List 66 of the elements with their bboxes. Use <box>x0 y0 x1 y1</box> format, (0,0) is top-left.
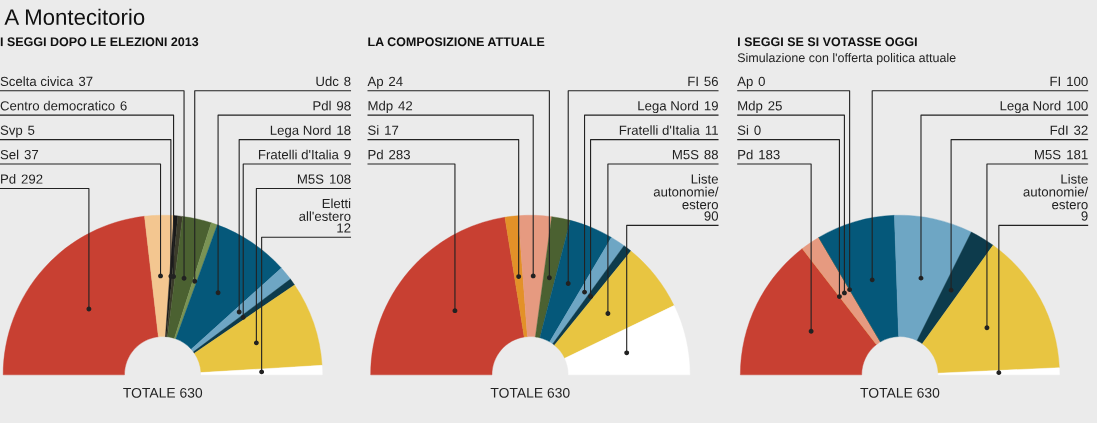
text: TOTALE 630 <box>490 387 570 398</box>
data-label: 25 <box>768 101 782 111</box>
data-label: 11 <box>705 125 718 135</box>
data-label: 42 <box>398 101 413 111</box>
data-label: 37 <box>78 76 93 87</box>
data-label: 9 <box>1081 211 1088 221</box>
slice-label: Si <box>368 125 379 135</box>
category-label: Ap <box>737 76 753 89</box>
text: TOTALE 630 <box>860 387 940 398</box>
text: A Montecitorio <box>4 8 145 25</box>
data-label: 56 <box>704 76 718 87</box>
data-label: 12 <box>337 223 351 233</box>
text: 0 <box>758 76 765 87</box>
slice-label: Pdl <box>313 100 331 111</box>
chart-subtitle: Simulazione con l'offerta politica attuale <box>737 52 956 65</box>
slice-label: Centro democratico <box>0 100 115 111</box>
data-label: 32 <box>1074 125 1088 135</box>
slice-label: Scelta civica <box>0 76 74 87</box>
slice-label: Lega Nord <box>1000 100 1061 114</box>
data-label: 181 <box>1067 149 1088 160</box>
data-label: 292 <box>21 174 43 184</box>
slice-label: FI <box>688 76 698 86</box>
slice-label: Ap <box>367 76 384 89</box>
data-label: 100 <box>1067 76 1088 87</box>
slice-label: Udc <box>316 76 339 87</box>
data-label: 17 <box>385 125 399 135</box>
slice-label: Eletti all'estero <box>299 198 351 221</box>
slice-label: Liste autonomie/ estero <box>1023 174 1089 210</box>
data-label: 183 <box>759 149 780 160</box>
slice-label: Pd <box>1 174 16 184</box>
slice-label: Svp <box>0 125 23 138</box>
slice-label: Lega Nord <box>270 125 331 138</box>
slice-label: Fratelli d'Italia <box>619 125 700 135</box>
slice-label: M5S <box>672 149 699 160</box>
slice-label: Lega Nord <box>638 100 699 114</box>
data-label: 37 <box>24 149 39 160</box>
slice-label: Mdp <box>368 100 393 114</box>
slice-label: FI <box>1050 76 1060 86</box>
slice-label: M5S <box>297 174 324 184</box>
text: 0 <box>754 125 761 135</box>
slice-label: Liste autonomie/ estero <box>653 174 719 210</box>
category-label: Si <box>737 125 749 135</box>
data-label: 8 <box>344 76 351 87</box>
data-label: 9 <box>344 149 351 160</box>
data-label: 18 <box>337 125 351 135</box>
slice-label: M5S <box>1035 149 1061 160</box>
slice-label: Pd <box>738 149 753 160</box>
text: TOTALE 630 <box>123 387 203 398</box>
chart-title: LA COMPOSIZIONE ATTUALE <box>368 37 545 47</box>
slice-label: Pd <box>368 149 383 160</box>
slice-label: Sel <box>0 149 19 160</box>
data-label: 90 <box>704 211 719 221</box>
data-label: 88 <box>704 149 718 160</box>
slice-label: FdI <box>1050 125 1068 135</box>
data-label: 6 <box>120 101 127 111</box>
slice-label: Fratelli d'Italia <box>258 149 339 160</box>
data-label: 98 <box>336 101 351 111</box>
data-label: 24 <box>389 76 403 86</box>
chart-title: I SEGGI DOPO LE ELEZIONI 2013 <box>0 37 199 47</box>
data-label: 19 <box>704 101 718 111</box>
data-label: 108 <box>330 174 351 184</box>
data-label: 100 <box>1067 101 1088 111</box>
chart-title: I SEGGI SE SI VOTASSE OGGI <box>738 37 917 47</box>
data-label: 283 <box>389 149 410 160</box>
data-label: 5 <box>28 125 35 135</box>
slice-label: Mdp <box>738 100 763 114</box>
